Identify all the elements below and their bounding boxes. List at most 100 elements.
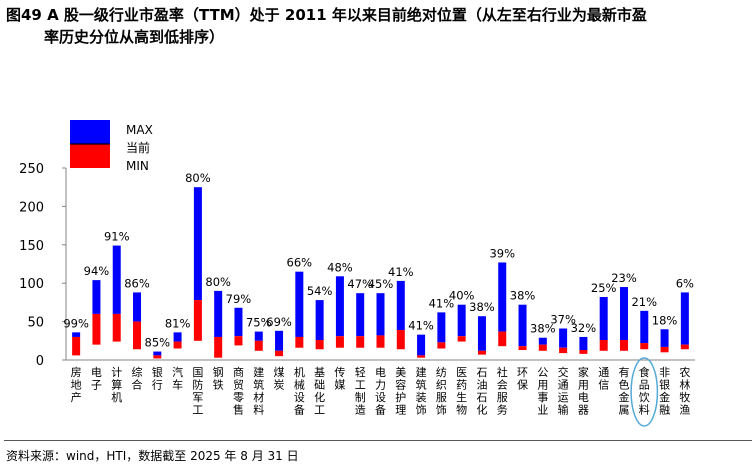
x-tick-label-char: 筑	[253, 378, 264, 392]
percentile-label-基础化工: 54%	[307, 284, 333, 298]
bar-current-煤炭	[275, 350, 284, 357]
bar-current-电子	[92, 313, 101, 345]
x-tick-label-char: 设	[294, 391, 305, 404]
percentile-label-农林牧渔: 6%	[676, 276, 694, 290]
bar-current-房地产	[72, 336, 81, 356]
x-tick-label-char: 电	[578, 391, 589, 404]
x-tick-label-char: 业	[537, 404, 548, 417]
bar-max-机械设备	[295, 271, 304, 337]
x-tick-label-char: 基	[314, 366, 325, 379]
percentile-label-建筑材料: 75%	[246, 316, 272, 330]
x-tick-label-char: 合	[132, 378, 143, 392]
percentile-label-美容护理: 41%	[388, 265, 414, 279]
bar-current-计算机	[112, 313, 121, 342]
x-tick-label-char: 饮	[639, 391, 650, 404]
legend-label-min: MIN	[126, 159, 149, 173]
x-tick-label-char: 综	[132, 365, 143, 379]
x-tick-label-char: 制	[355, 391, 366, 404]
legend-swatch-min	[70, 144, 110, 168]
y-tick-label: 150	[19, 239, 44, 254]
x-tick-label-char: 传	[334, 366, 345, 379]
x-tick-label-char: 计	[111, 366, 122, 379]
bar-current-美容护理	[396, 330, 405, 350]
x-tick-label-char: 服	[436, 391, 447, 404]
x-tick-label-char: 物	[456, 403, 467, 417]
x-tick-label-char: 通	[558, 379, 569, 392]
percentile-label-钢铁: 80%	[205, 275, 231, 289]
x-tick-label-char: 防	[192, 378, 203, 392]
y-tick-label: 100	[19, 277, 44, 292]
x-tick-label-char: 银	[659, 378, 670, 392]
bar-current-基础化工	[315, 340, 324, 350]
y-tick-label: 200	[19, 200, 44, 215]
bar-max-环保	[518, 304, 527, 347]
bar-current-非银金融	[660, 346, 669, 353]
percentile-label-综合: 86%	[124, 276, 150, 290]
bar-max-美容护理	[396, 280, 405, 331]
x-tick-label-char: 化	[314, 390, 325, 404]
x-tick-label-char: 房	[71, 366, 82, 379]
percentile-label-公用事业: 38%	[530, 322, 556, 336]
bar-current-银行	[153, 355, 162, 359]
x-tick-label-char: 纺	[436, 365, 447, 379]
x-tick-label-char: 轻	[355, 365, 366, 379]
y-tick-label: 50	[27, 316, 44, 331]
y-tick-label: 0	[36, 354, 44, 369]
x-tick-label-char: 础	[314, 379, 325, 392]
bar-current-环保	[518, 346, 527, 351]
percentile-label-医药生物: 40%	[449, 289, 475, 303]
percentile-label-银行: 85%	[145, 336, 171, 350]
x-tick-label-char: 造	[355, 403, 366, 417]
x-tick-label-char: 铁	[213, 379, 224, 392]
x-tick-label-char: 农	[679, 365, 690, 379]
percentile-label-通信: 25%	[591, 281, 617, 295]
percentile-label-商贸零售: 79%	[226, 292, 252, 306]
percentile-label-石油石化: 38%	[469, 300, 495, 314]
x-tick-label-char: 备	[375, 403, 386, 417]
bar-max-建筑材料	[254, 331, 263, 341]
x-tick-label-char: 银	[152, 365, 163, 379]
x-tick-label-char: 通	[598, 366, 609, 379]
x-tick-label-char: 化	[476, 403, 487, 417]
percentile-label-轻工制造: 47%	[347, 277, 373, 291]
bar-current-社会服务	[498, 331, 507, 347]
x-tick-label-char: 媒	[334, 379, 345, 392]
bar-current-电力设备	[376, 335, 385, 348]
pe-percentile-chart: 05010015020025099%房地产94%电子91%计算机86%综合85%…	[19, 120, 695, 427]
x-tick-label-char: 算	[111, 378, 122, 392]
percentile-label-交通运输: 37%	[550, 313, 576, 327]
x-tick-label-char: 护	[395, 390, 406, 404]
bar-current-轻工制造	[356, 336, 365, 348]
percentile-label-非银金融: 18%	[652, 313, 678, 327]
x-tick-label-char: 用	[578, 379, 589, 392]
x-tick-label-char: 械	[294, 378, 305, 392]
bar-current-汽车	[173, 341, 182, 349]
x-tick-label-char: 会	[497, 379, 508, 392]
bar-max-食品饮料	[640, 310, 649, 344]
figure-title-line2: 率历史分位从高到低排序）	[44, 28, 225, 46]
x-tick-label-char: 药	[456, 379, 467, 392]
bar-max-石油石化	[477, 316, 486, 351]
legend-swatch-max	[70, 120, 110, 144]
x-tick-label-char: 融	[659, 404, 670, 417]
x-tick-label-char: 子	[91, 379, 102, 392]
x-tick-label-char: 输	[558, 403, 569, 417]
x-tick-label-char: 材	[253, 390, 264, 404]
x-tick-label-char: 运	[558, 391, 569, 404]
percentile-label-社会服务: 39%	[489, 246, 515, 260]
x-tick-label-char: 石	[476, 366, 487, 379]
bar-current-纺织服饰	[437, 342, 446, 349]
legend-label-max: MAX	[126, 123, 153, 137]
bar-max-国防军工	[193, 187, 202, 301]
x-tick-label-char: 筑	[416, 378, 427, 392]
bar-max-传媒	[335, 276, 344, 337]
bar-current-农林牧渔	[680, 344, 689, 350]
x-tick-label-char: 渔	[679, 404, 690, 417]
x-tick-label-char: 力	[375, 379, 386, 392]
x-tick-label-char: 地	[71, 379, 82, 392]
x-tick-label-char: 品	[639, 379, 650, 392]
x-tick-label-char: 食	[639, 365, 650, 379]
x-tick-label-char: 建	[416, 365, 427, 379]
x-tick-label-char: 设	[375, 391, 386, 404]
y-tick-label: 250	[19, 162, 44, 177]
